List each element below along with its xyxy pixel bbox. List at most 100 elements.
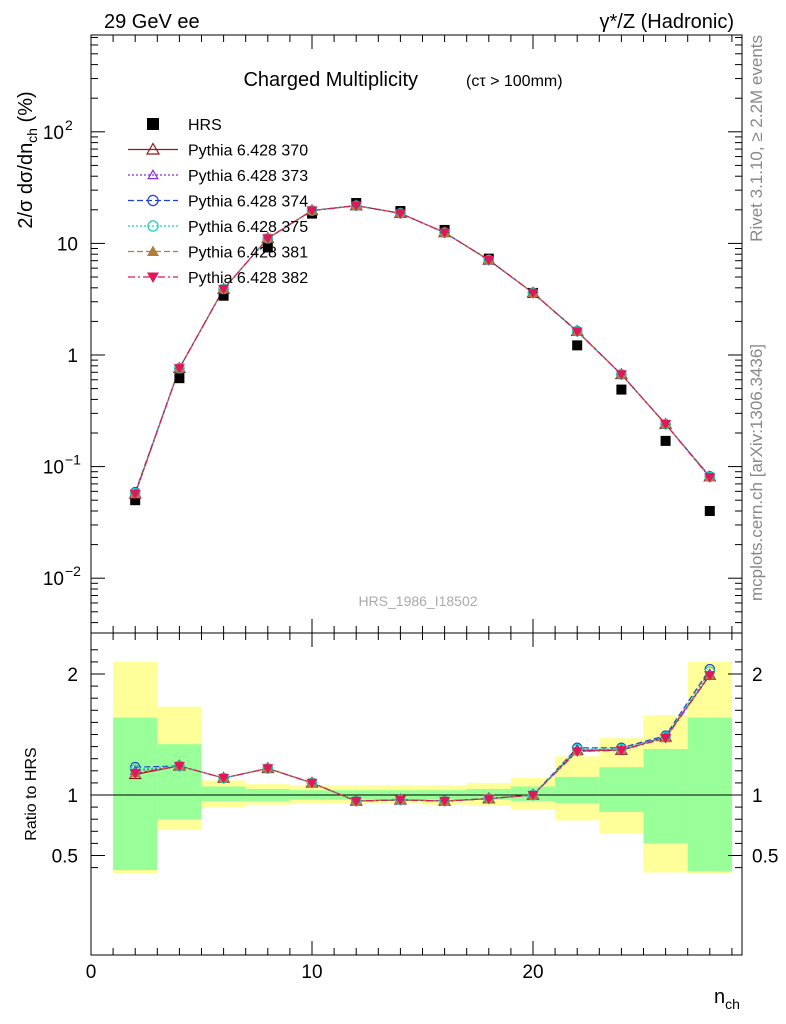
legend-label: Pythia 6.428 374 xyxy=(188,194,308,211)
main-data-point xyxy=(704,506,715,517)
ratio-series-lines xyxy=(135,668,711,802)
y-tick-exponent: −1 xyxy=(65,452,81,468)
y-axis-label: 2/σ dσ/dnch (%) xyxy=(15,91,40,228)
ratio-y-tick-label: 2 xyxy=(67,665,78,686)
legend-label: Pythia 6.428 381 xyxy=(188,245,308,262)
x-tick-label: 0 xyxy=(86,962,97,983)
ratio-data-point xyxy=(439,796,451,807)
inner-band xyxy=(599,767,644,812)
ratio-data-point xyxy=(173,761,185,772)
mcplots-source-label: mcplots.cern.ch [arXiv:1306.3436] xyxy=(747,344,766,601)
main-data-point xyxy=(704,473,716,483)
inner-band xyxy=(201,786,246,802)
inner-band xyxy=(555,776,600,804)
legend: HRS Pythia 6.428 370 Pythia 6.428 373 Pythi… xyxy=(128,117,308,287)
y-tick-label: 10 xyxy=(43,458,64,479)
main-data-point xyxy=(483,255,495,266)
main-data-point xyxy=(218,290,229,301)
main-data-point xyxy=(350,201,362,212)
ratio-panel: 0.5 0.51 12 20 10 20 xyxy=(52,632,778,983)
main-data-point xyxy=(173,364,185,374)
ratio-data-point xyxy=(262,764,274,774)
main-data-point xyxy=(572,340,583,351)
main-data-point xyxy=(660,420,672,430)
legend-marker xyxy=(147,245,159,256)
legend-label: HRS xyxy=(188,117,222,134)
ratio-data-point xyxy=(306,778,318,789)
inner-band xyxy=(113,717,158,871)
ratio-data-point xyxy=(218,773,230,784)
main-data-point xyxy=(306,206,318,217)
legend-entry: Pythia 6.428 375 xyxy=(128,219,308,236)
ratio-y-tick-label: 0.5 xyxy=(52,847,78,868)
main-data-point xyxy=(218,284,230,295)
main-data-point xyxy=(174,373,185,384)
header-left: 29 GeV ee xyxy=(104,11,200,33)
y-tick-label: 10 xyxy=(57,234,78,255)
ratio-data-point xyxy=(394,795,406,806)
ratio-y-axis-label: Ratio to HRS xyxy=(23,747,40,840)
ratio-markers xyxy=(128,663,717,807)
ratio-axes: 0.5 0.51 12 20 10 20 xyxy=(52,633,778,983)
main-data-point xyxy=(262,234,274,244)
main-data-point xyxy=(262,242,273,253)
main-data-point xyxy=(615,370,627,380)
y-tick-label: 10 xyxy=(43,123,64,144)
ratio-data-point xyxy=(527,790,539,801)
inner-band xyxy=(643,749,688,844)
main-series-lines xyxy=(134,205,711,495)
ratio-data-point xyxy=(704,671,716,681)
legend-entry: Pythia 6.428 374 xyxy=(128,194,308,211)
main-series-line xyxy=(134,205,711,495)
header-right: γ*/Z (Hadronic) xyxy=(600,11,734,33)
legend-label: Pythia 6.428 373 xyxy=(188,168,308,185)
legend-entry: Pythia 6.428 373 xyxy=(128,168,308,185)
y-tick-exponent: −2 xyxy=(65,563,81,579)
ratio-data-point xyxy=(129,769,141,779)
main-data-point xyxy=(616,384,627,395)
ratio-y-tick-label-right: 0.5 xyxy=(752,847,778,868)
ratio-data-point xyxy=(483,794,495,805)
y-tick-label: 10 xyxy=(43,569,64,590)
main-data-point xyxy=(660,435,671,446)
ratio-data-point xyxy=(350,796,362,807)
ratio-series-line xyxy=(135,674,711,802)
legend-entry: HRS xyxy=(147,117,222,134)
x-axis-label: nch xyxy=(714,986,740,1012)
legend-marker xyxy=(147,168,159,180)
ratio-data-point xyxy=(615,746,627,756)
ratio-y-tick-label: 1 xyxy=(67,786,78,807)
main-data-point xyxy=(129,489,141,500)
inner-band xyxy=(157,744,202,820)
legend-marker xyxy=(147,118,159,130)
analysis-watermark: HRS_1986_I18502 xyxy=(358,593,477,609)
main-data-point xyxy=(130,495,141,506)
ratio-y-tick-label-right: 2 xyxy=(752,665,763,686)
main-data-point xyxy=(439,228,451,239)
rivet-version-label: Rivet 3.1.10, ≥ 2.2M events xyxy=(747,35,766,242)
legend-entry: Pythia 6.428 370 xyxy=(128,142,308,160)
x-tick-label: 10 xyxy=(301,962,322,983)
chart-subtitle: (cτ > 100mm) xyxy=(466,73,563,90)
y-tick-exponent: 2 xyxy=(65,117,73,133)
ratio-y-tick-label-right: 1 xyxy=(752,786,763,807)
ratio-uncertainty-bands xyxy=(113,661,732,874)
legend-label: Pythia 6.428 375 xyxy=(188,219,308,236)
chart-title: Charged Multiplicity xyxy=(243,69,418,91)
legend-label: Pythia 6.428 382 xyxy=(188,270,308,287)
legend-marker xyxy=(145,142,161,155)
legend-marker xyxy=(147,272,159,283)
y-tick-label: 1 xyxy=(67,346,78,367)
ratio-series-line xyxy=(135,668,711,802)
legend-marker xyxy=(147,194,159,207)
inner-band xyxy=(687,717,732,872)
ratio-data-point xyxy=(571,747,583,757)
legend-entry: Pythia 6.428 382 xyxy=(128,270,308,287)
main-markers xyxy=(128,198,717,517)
ratio-data-point xyxy=(660,734,672,744)
legend-marker xyxy=(147,220,159,232)
x-tick-label: 20 xyxy=(522,962,543,983)
